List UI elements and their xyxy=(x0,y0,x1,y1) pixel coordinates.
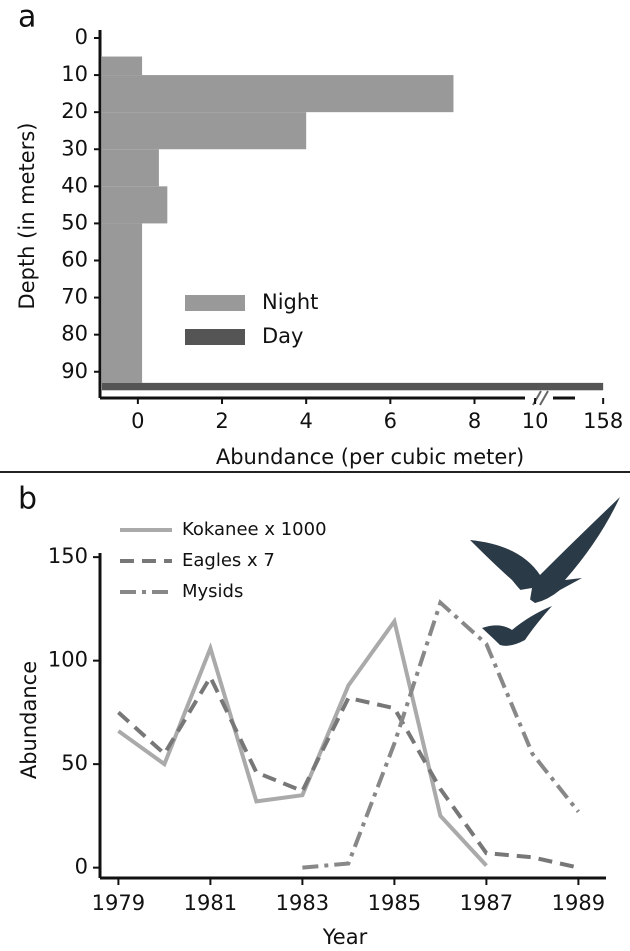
panel-letter: b xyxy=(18,482,37,517)
y-tick-label: 0 xyxy=(75,855,88,879)
x-tick-label: 4 xyxy=(300,409,313,433)
x-tick-label: 10 xyxy=(522,409,549,433)
y-tick-label: 10 xyxy=(61,62,88,86)
bar xyxy=(102,223,142,382)
x-tick-label: 8 xyxy=(468,409,481,433)
y-tick-label: 70 xyxy=(61,285,88,309)
x-tick-label: 1981 xyxy=(184,891,237,915)
y-tick-label: 20 xyxy=(61,99,88,123)
x-tick-label: 2 xyxy=(215,409,228,433)
bird-silhouettes xyxy=(470,497,620,646)
x-tick-label: 1989 xyxy=(552,891,605,915)
bar xyxy=(102,57,142,76)
x-tick-label: 0 xyxy=(131,409,144,433)
y-axis-title: Depth (in meters) xyxy=(15,123,39,310)
bar xyxy=(102,149,159,186)
legend-label: Kokanee x 1000 xyxy=(182,519,327,540)
x-tick-label: 1987 xyxy=(460,891,513,915)
x-tick-label: 6 xyxy=(384,409,397,433)
y-tick-label: 50 xyxy=(61,751,88,775)
legend-label: Eagles x 7 xyxy=(182,550,275,571)
x-axis-title: Year xyxy=(322,925,368,949)
series-line xyxy=(118,621,486,865)
legend-label: Night xyxy=(262,290,318,314)
x-axis-title: Abundance (per cubic meter) xyxy=(216,445,524,469)
y-tick-label: 100 xyxy=(48,648,88,672)
legend-label: Day xyxy=(262,324,303,348)
legend-swatch xyxy=(185,295,245,311)
panel-letter: a xyxy=(18,0,36,35)
x-tick-label: 1983 xyxy=(276,891,329,915)
figure: a 0 10 20 30 40 50 60 70 80 90 0 2 4 6 8 10 158 Abundance … xyxy=(0,0,630,951)
y-tick-label: 60 xyxy=(61,248,88,272)
x-tick-label: 1985 xyxy=(368,891,421,915)
y-tick-label: 80 xyxy=(61,322,88,346)
bar xyxy=(102,186,167,223)
series-line xyxy=(302,603,578,868)
y-tick-label: 50 xyxy=(61,210,88,234)
legend-swatch xyxy=(185,329,245,345)
legend-label: Mysids xyxy=(182,581,243,602)
y-axis-title: Abundance xyxy=(17,661,41,779)
bar xyxy=(102,112,306,149)
y-tick-label: 90 xyxy=(61,359,88,383)
y-tick-label: 40 xyxy=(61,173,88,197)
y-tick-label: 30 xyxy=(61,136,88,160)
x-tick-label: 158 xyxy=(583,409,623,433)
y-tick-label: 150 xyxy=(48,544,88,568)
bar xyxy=(102,75,453,112)
x-tick-label: 1979 xyxy=(92,891,145,915)
bar xyxy=(102,383,603,390)
y-tick-label: 0 xyxy=(75,25,88,49)
